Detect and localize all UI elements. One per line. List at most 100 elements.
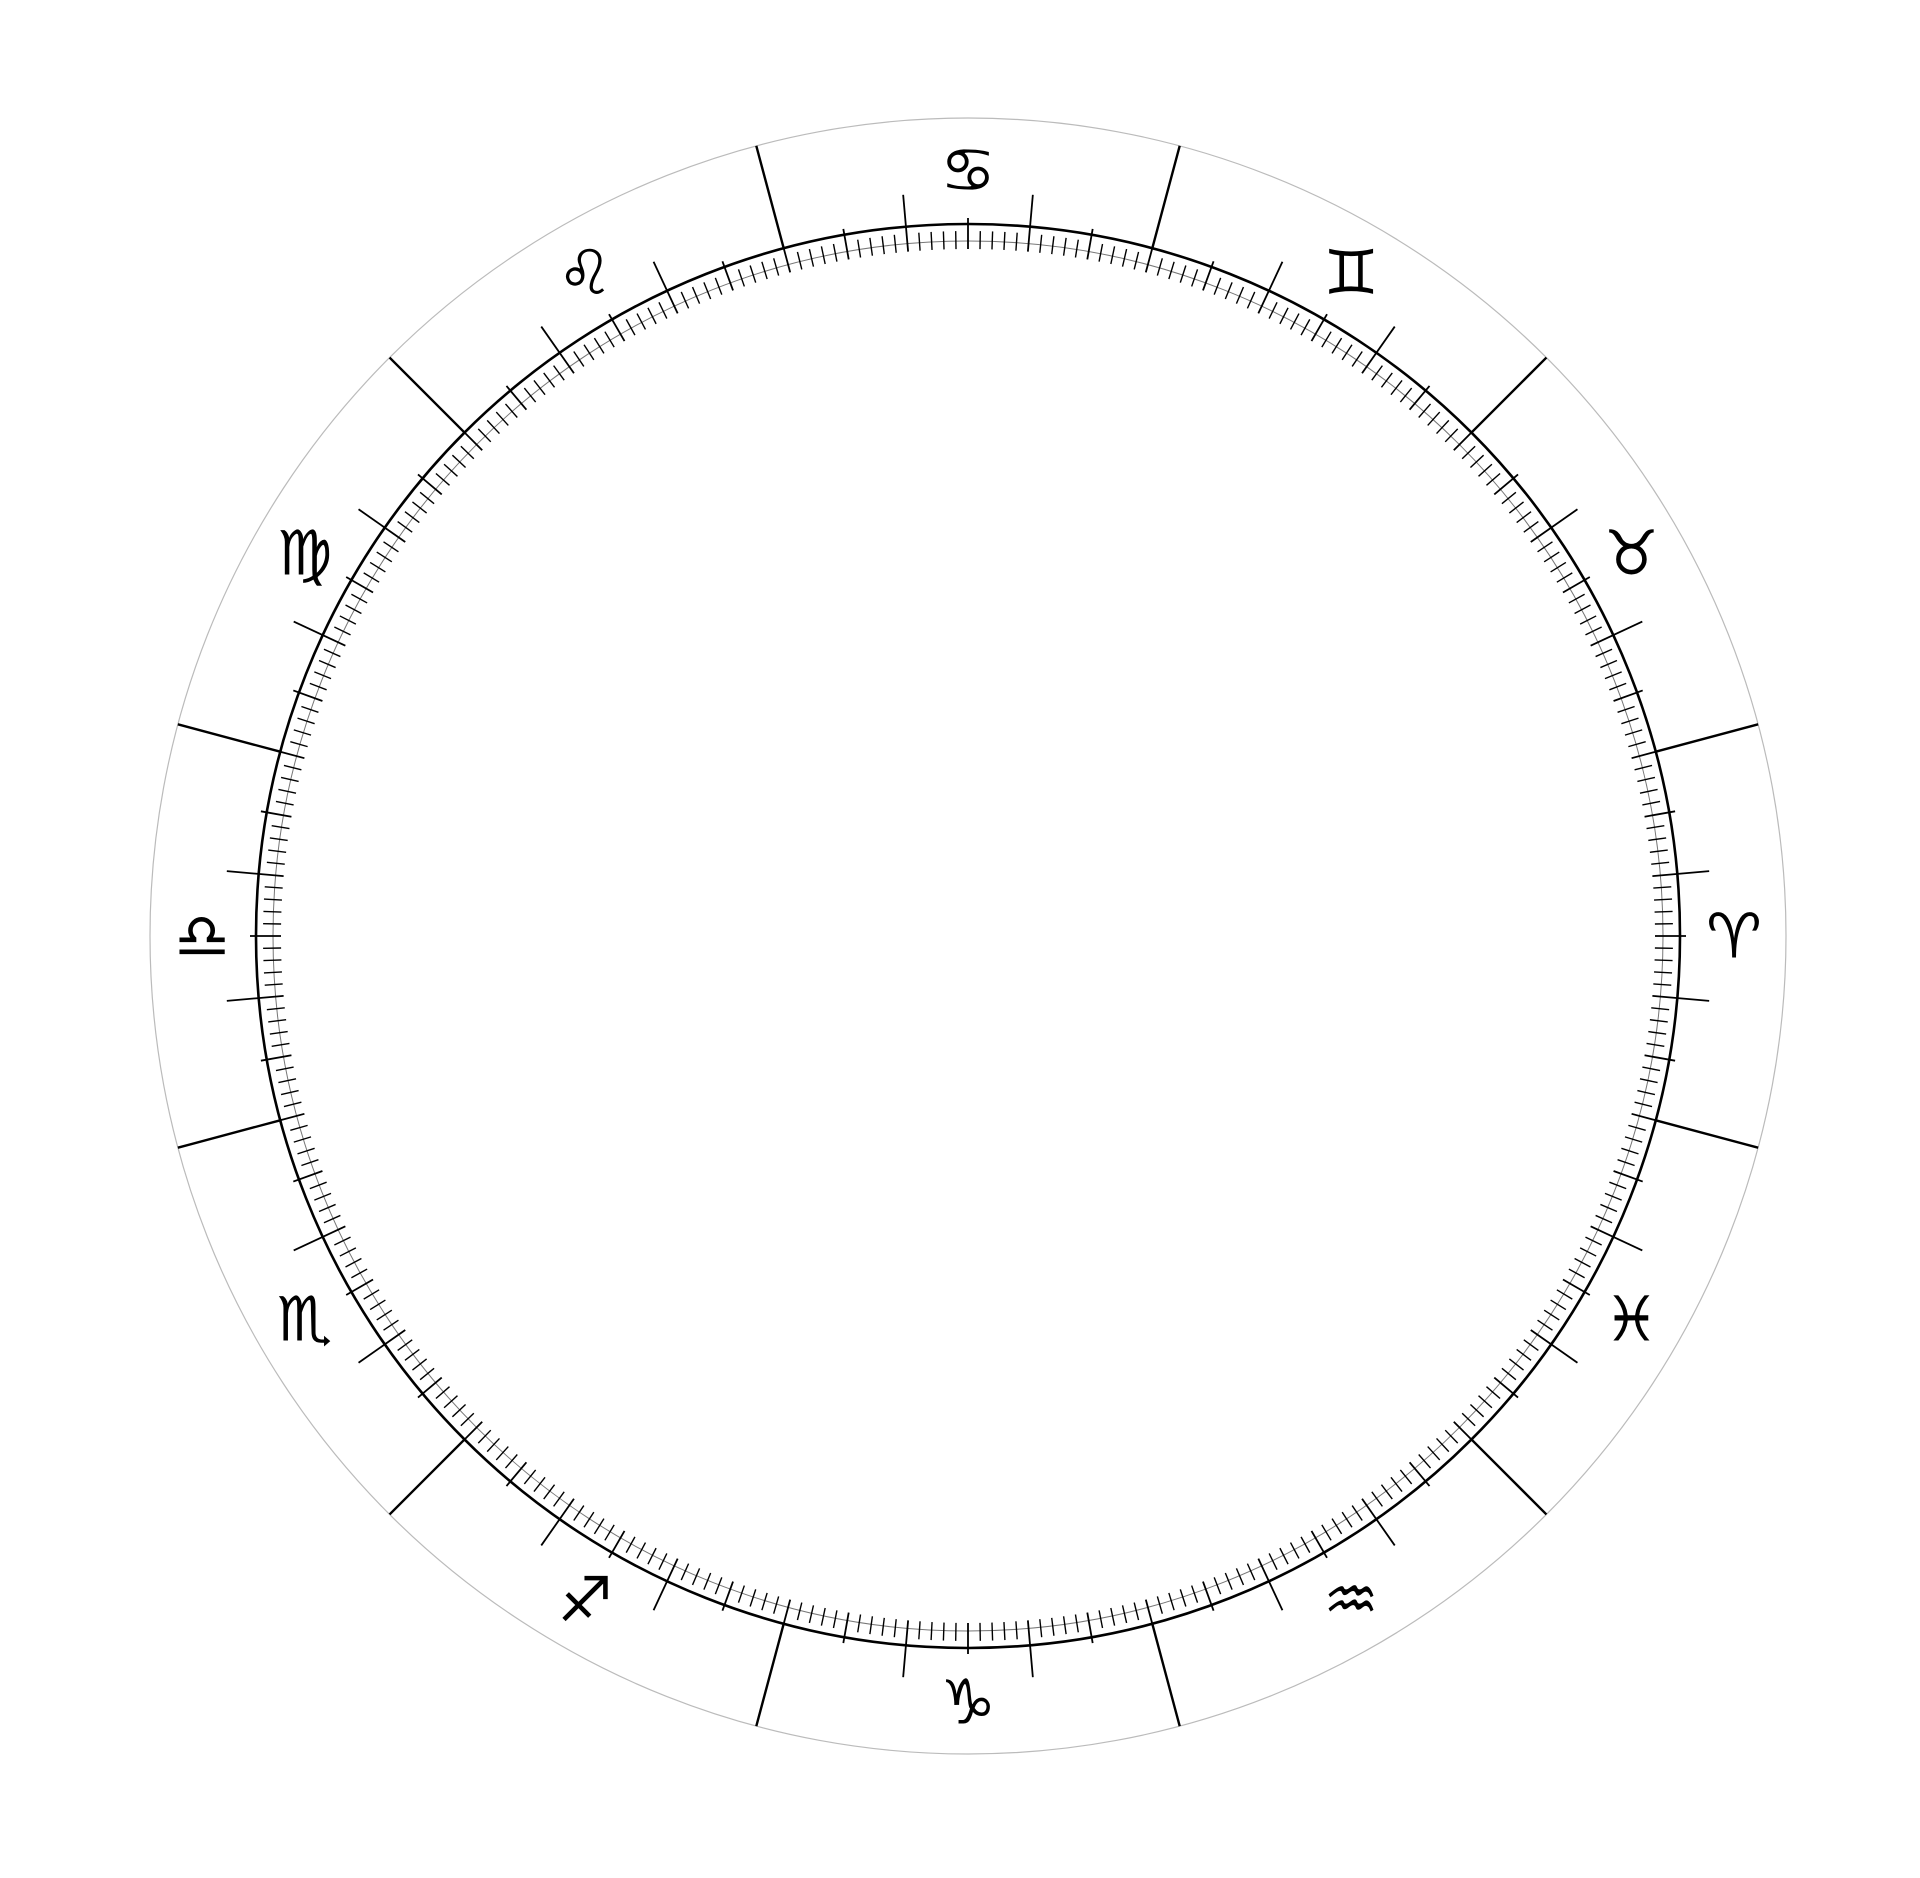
minor-tick [1156, 258, 1163, 276]
minor-tick [1550, 561, 1567, 573]
minor-tick [404, 511, 420, 524]
mid-tick [842, 1612, 850, 1644]
major-tick [280, 1112, 305, 1122]
minor-tick [293, 1136, 312, 1143]
minor-tick [290, 741, 308, 748]
major-tick [1453, 431, 1473, 451]
minor-tick [1098, 1610, 1104, 1629]
minor-tick [1486, 1386, 1501, 1400]
minor-tick [1568, 1268, 1585, 1279]
major-tick [1530, 1329, 1578, 1364]
minor-tick [1543, 551, 1560, 563]
minor-tick [773, 1596, 780, 1614]
minor-tick [1648, 1030, 1667, 1035]
minor-tick [1604, 671, 1622, 680]
minor-tick [1268, 1553, 1278, 1570]
minor-tick [264, 983, 283, 986]
minor-tick [749, 1589, 757, 1607]
minor-tick [266, 1007, 285, 1011]
major-tick [1631, 1112, 1656, 1122]
minor-tick [1617, 1159, 1635, 1167]
minor-tick [593, 1518, 605, 1535]
minor-tick [1469, 454, 1485, 468]
minor-tick [323, 1214, 341, 1224]
minor-tick [1074, 1614, 1079, 1633]
minor-tick [314, 1192, 332, 1201]
minor-tick [1300, 319, 1311, 336]
minor-tick [991, 1622, 994, 1641]
minor-tick [1609, 1181, 1627, 1190]
mid-tick [292, 1170, 323, 1183]
mid-tick [417, 1376, 443, 1399]
minor-tick [1168, 261, 1175, 280]
minor-tick [703, 1572, 712, 1590]
minor-tick [658, 1553, 668, 1570]
minor-tick [309, 682, 327, 691]
minor-tick [647, 307, 657, 325]
minor-tick [1051, 236, 1055, 255]
sign-glyph-aries: ♈ [1706, 900, 1762, 973]
minor-tick [1550, 1299, 1567, 1311]
mid-tick [505, 385, 528, 411]
minor-tick [486, 419, 500, 435]
minor-tick [363, 1289, 380, 1300]
sign-boundary-line [755, 145, 785, 249]
minor-tick [625, 319, 636, 336]
major-tick [1257, 261, 1284, 314]
minor-tick [918, 232, 921, 251]
minor-tick [383, 541, 399, 553]
minor-tick [1621, 717, 1639, 725]
sign-glyph-capricorn: ♑ [940, 1666, 996, 1739]
minor-tick [451, 454, 467, 468]
minor-tick [1653, 983, 1672, 986]
minor-tick [1062, 237, 1067, 256]
outer-circle [149, 117, 1787, 1755]
major-tick [358, 1329, 406, 1364]
major-tick [1144, 248, 1154, 273]
minor-tick [264, 886, 283, 889]
mid-tick [417, 473, 443, 496]
minor-tick [1321, 1524, 1332, 1541]
minor-tick [280, 1089, 299, 1096]
mid-tick [608, 313, 626, 342]
minor-tick [1634, 764, 1653, 771]
mid-tick [1086, 1612, 1094, 1644]
major-tick [463, 1421, 483, 1441]
minor-tick [1300, 1536, 1311, 1553]
mid-tick [1202, 260, 1215, 291]
minor-tick [1133, 251, 1140, 270]
minor-tick [1585, 626, 1602, 636]
minor-tick [397, 1339, 413, 1351]
minor-tick [486, 1437, 500, 1453]
minor-tick [1427, 1446, 1441, 1461]
minor-tick [1508, 501, 1524, 514]
mid-tick [260, 1054, 292, 1062]
sign-boundary-line [1655, 723, 1759, 753]
minor-tick [419, 1367, 435, 1381]
minor-tick [369, 1299, 386, 1311]
minor-tick [583, 344, 595, 361]
minor-tick [1654, 898, 1673, 901]
major-tick [1590, 1225, 1643, 1252]
minor-tick [323, 648, 341, 658]
minor-tick [275, 800, 294, 806]
minor-tick [1156, 1596, 1163, 1614]
major-tick [902, 194, 910, 252]
minor-tick [1371, 365, 1383, 381]
degree-scale [226, 194, 1710, 1678]
minor-tick [278, 788, 297, 794]
major-tick [1361, 326, 1396, 374]
sign-glyph-cancer: ♋ [940, 134, 996, 207]
minor-tick [293, 729, 312, 736]
major-tick [1144, 1599, 1154, 1624]
minor-tick [290, 1124, 308, 1131]
sign-boundary-line [1151, 1623, 1181, 1727]
mid-tick [1493, 473, 1519, 496]
mid-tick [292, 689, 323, 702]
minor-tick [383, 1319, 399, 1331]
minor-tick [1051, 1617, 1055, 1636]
minor-tick [283, 764, 302, 771]
minor-tick [761, 1592, 768, 1611]
mid-tick [1644, 810, 1676, 818]
sign-glyph-leo: ♌ [557, 236, 613, 309]
